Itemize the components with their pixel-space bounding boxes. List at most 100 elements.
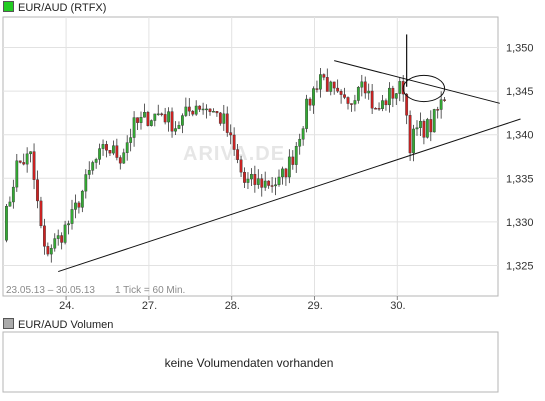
candle xyxy=(118,155,122,170)
candle-body xyxy=(263,180,267,188)
x-tick-label: 24. xyxy=(59,300,74,312)
candle-body xyxy=(98,148,102,160)
candle-body xyxy=(339,91,343,95)
candle xyxy=(422,119,426,145)
candle xyxy=(143,103,146,118)
candle-body xyxy=(122,152,126,164)
candle xyxy=(374,107,377,110)
candle-body xyxy=(67,223,70,226)
candle-body xyxy=(319,74,322,90)
candle-body xyxy=(332,81,336,89)
candle-body xyxy=(53,238,57,249)
candle xyxy=(356,85,360,104)
candle-body xyxy=(398,81,402,94)
candle xyxy=(180,113,184,134)
candle-body xyxy=(129,137,133,143)
candle xyxy=(329,80,333,96)
candle-body xyxy=(305,98,308,129)
candle xyxy=(77,201,81,214)
candle-body xyxy=(11,186,15,203)
candle xyxy=(325,68,329,92)
y-tick-label: 1,345 xyxy=(506,86,534,98)
volume-empty-message: keine Volumendaten vorhanden xyxy=(164,356,334,370)
candle xyxy=(256,169,260,189)
volume-legend: EUR/AUD Volumen xyxy=(3,318,113,332)
candle-body xyxy=(436,109,440,111)
candle xyxy=(8,196,12,207)
candle xyxy=(336,79,340,93)
candle xyxy=(384,98,388,111)
candle xyxy=(346,96,350,110)
candle xyxy=(36,170,39,209)
candle xyxy=(205,104,208,119)
candle xyxy=(319,67,322,98)
candle xyxy=(53,233,57,252)
candle xyxy=(129,128,133,152)
candle-body xyxy=(208,108,212,112)
candle-body xyxy=(322,74,326,78)
candle xyxy=(67,220,70,235)
candle-body xyxy=(25,153,29,165)
resistance-trendline xyxy=(334,60,500,104)
candle xyxy=(122,148,126,164)
candle xyxy=(153,113,157,127)
x-tick-label: 28. xyxy=(225,300,240,312)
candle-body xyxy=(422,120,426,138)
candle xyxy=(412,124,415,162)
candle-body xyxy=(429,119,433,133)
candle-body xyxy=(315,88,319,90)
candle xyxy=(191,109,195,117)
candle-body xyxy=(408,115,412,154)
candle-body xyxy=(246,178,250,183)
candle-body xyxy=(56,235,60,239)
candle-body xyxy=(8,201,12,207)
candle xyxy=(332,81,336,95)
price-legend-label: EUR/AUD (RTFX) xyxy=(18,2,107,14)
candle xyxy=(39,196,43,229)
candle xyxy=(253,165,257,193)
candle-body xyxy=(294,146,298,165)
candle-body xyxy=(370,90,374,109)
candle xyxy=(405,93,409,125)
candle-body xyxy=(360,81,364,88)
candle xyxy=(377,102,381,111)
candle xyxy=(108,149,112,156)
candle-body xyxy=(267,180,271,186)
candle-body xyxy=(60,235,64,243)
candle-body xyxy=(236,149,239,160)
candle xyxy=(408,110,412,161)
candle xyxy=(218,112,222,126)
candle xyxy=(298,133,302,155)
candle-body xyxy=(384,100,388,106)
candle-body xyxy=(36,179,39,202)
candle xyxy=(46,242,50,257)
candle xyxy=(212,108,215,113)
candle-body xyxy=(308,98,312,106)
candle xyxy=(284,167,288,186)
candle xyxy=(270,177,274,193)
candle xyxy=(229,124,233,145)
highlight-ellipse xyxy=(402,74,446,103)
candle-body xyxy=(281,168,284,178)
volume-plot-frame xyxy=(2,331,499,393)
candle-body xyxy=(174,128,177,132)
price-plot-frame xyxy=(2,16,499,297)
candle xyxy=(60,232,64,250)
candle xyxy=(80,189,84,213)
candle xyxy=(315,80,319,93)
candle-body xyxy=(367,90,371,94)
candle-body xyxy=(143,111,146,118)
candle xyxy=(287,149,291,184)
candle xyxy=(398,77,402,102)
candle-body xyxy=(29,151,32,155)
candle-body xyxy=(153,113,157,121)
candle xyxy=(350,103,353,112)
candle xyxy=(249,168,253,187)
candle-body xyxy=(249,174,253,180)
candle xyxy=(391,85,395,108)
candle xyxy=(201,102,205,115)
price-legend: EUR/AUD (RTFX) xyxy=(3,1,106,15)
candle-body xyxy=(391,87,395,99)
candle-body xyxy=(432,109,436,133)
candle xyxy=(425,117,429,139)
